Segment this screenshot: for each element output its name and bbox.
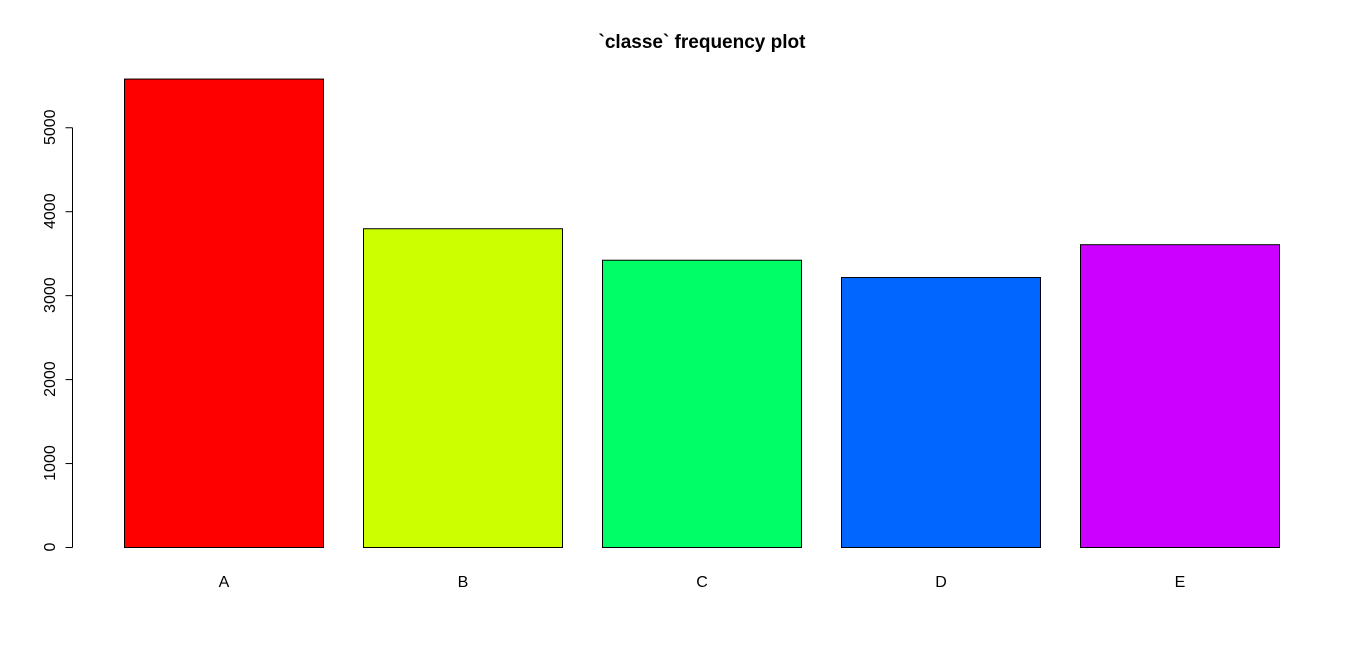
x-tick-label-c: C	[696, 574, 708, 591]
y-tick-label-2000: 2000	[42, 361, 59, 397]
y-tick-label-0: 0	[42, 542, 59, 551]
y-axis: 0 1000 2000 3000 4000 5000	[42, 109, 73, 551]
x-tick-label-d: D	[935, 574, 947, 591]
y-tick-label-1000: 1000	[42, 445, 59, 481]
y-tick-label-4000: 4000	[42, 193, 59, 229]
y-tick-label-5000: 5000	[42, 109, 59, 145]
y-tick-label-3000: 3000	[42, 277, 59, 313]
bar-e	[1080, 244, 1280, 548]
x-tick-label-a: A	[219, 574, 230, 591]
chart-title: `classe` frequency plot	[599, 32, 807, 53]
bar-b	[363, 228, 563, 548]
x-tick-label-b: B	[458, 574, 469, 591]
bar-d	[841, 277, 1041, 548]
x-tick-label-e: E	[1175, 574, 1186, 591]
bar-c	[602, 259, 802, 548]
bars-group	[124, 78, 1280, 549]
x-axis-labels: A B C D E	[219, 574, 1186, 591]
bar-a	[124, 78, 324, 549]
